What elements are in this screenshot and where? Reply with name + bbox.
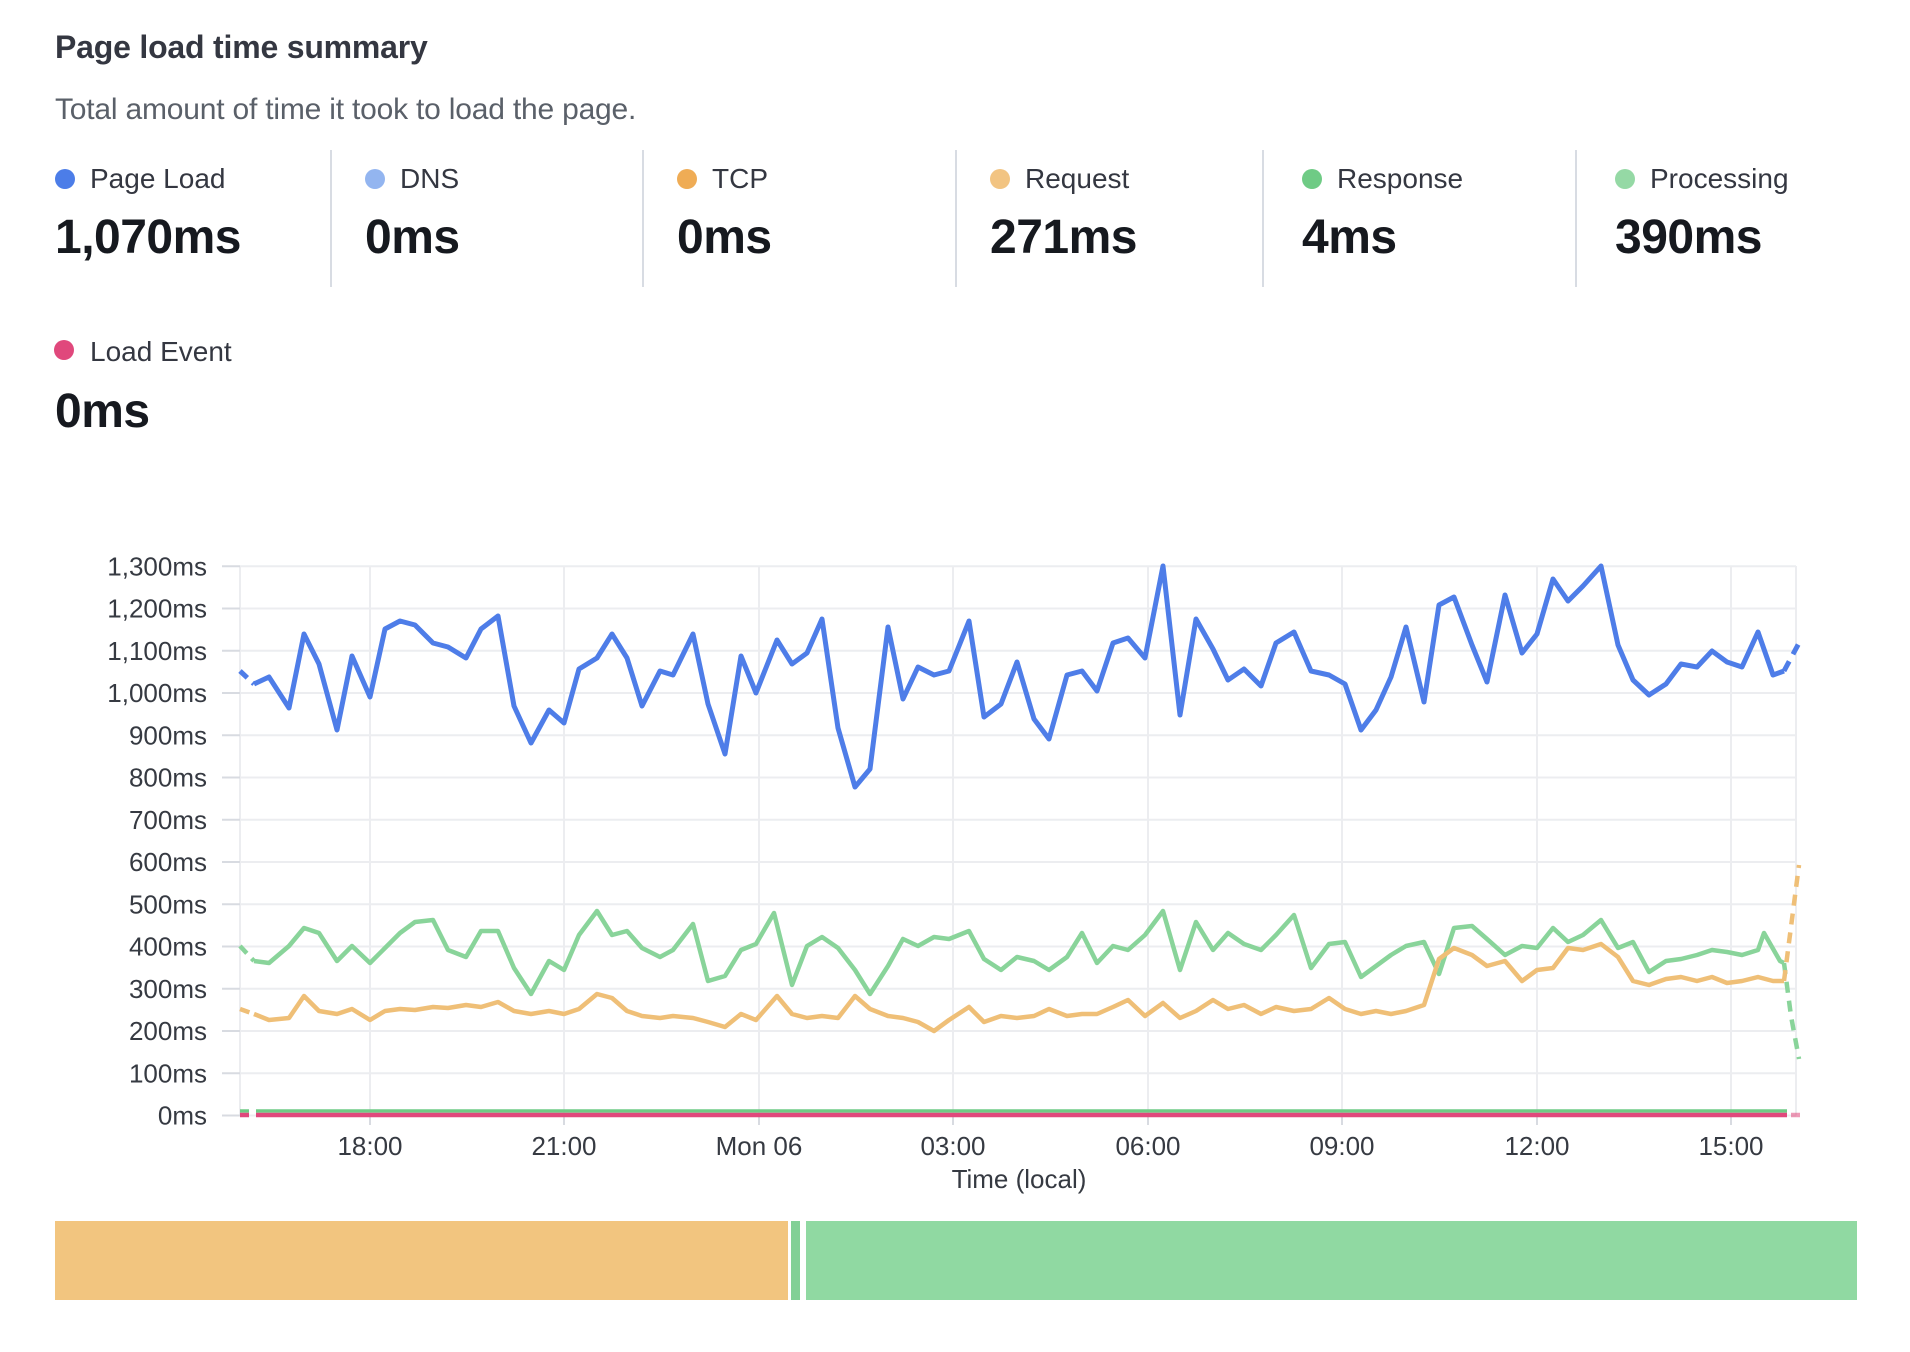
svg-text:1,100ms: 1,100ms	[107, 636, 207, 666]
svg-text:Time (local): Time (local)	[952, 1164, 1087, 1194]
svg-text:03:00: 03:00	[920, 1131, 985, 1161]
svg-text:06:00: 06:00	[1115, 1131, 1180, 1161]
svg-text:300ms: 300ms	[129, 974, 207, 1004]
svg-text:600ms: 600ms	[129, 847, 207, 877]
svg-text:100ms: 100ms	[129, 1058, 207, 1088]
svg-text:21:00: 21:00	[531, 1131, 596, 1161]
svg-text:1,000ms: 1,000ms	[107, 678, 207, 708]
svg-text:1,300ms: 1,300ms	[107, 551, 207, 581]
svg-text:1,200ms: 1,200ms	[107, 594, 207, 624]
svg-text:800ms: 800ms	[129, 763, 207, 793]
svg-text:900ms: 900ms	[129, 720, 207, 750]
svg-text:400ms: 400ms	[129, 932, 207, 962]
svg-text:18:00: 18:00	[337, 1131, 402, 1161]
svg-text:500ms: 500ms	[129, 889, 207, 919]
svg-text:12:00: 12:00	[1504, 1131, 1569, 1161]
svg-text:09:00: 09:00	[1309, 1131, 1374, 1161]
svg-text:Mon 06: Mon 06	[716, 1131, 803, 1161]
svg-text:700ms: 700ms	[129, 805, 207, 835]
svg-text:0ms: 0ms	[158, 1101, 207, 1131]
svg-text:200ms: 200ms	[129, 1016, 207, 1046]
svg-text:15:00: 15:00	[1698, 1131, 1763, 1161]
